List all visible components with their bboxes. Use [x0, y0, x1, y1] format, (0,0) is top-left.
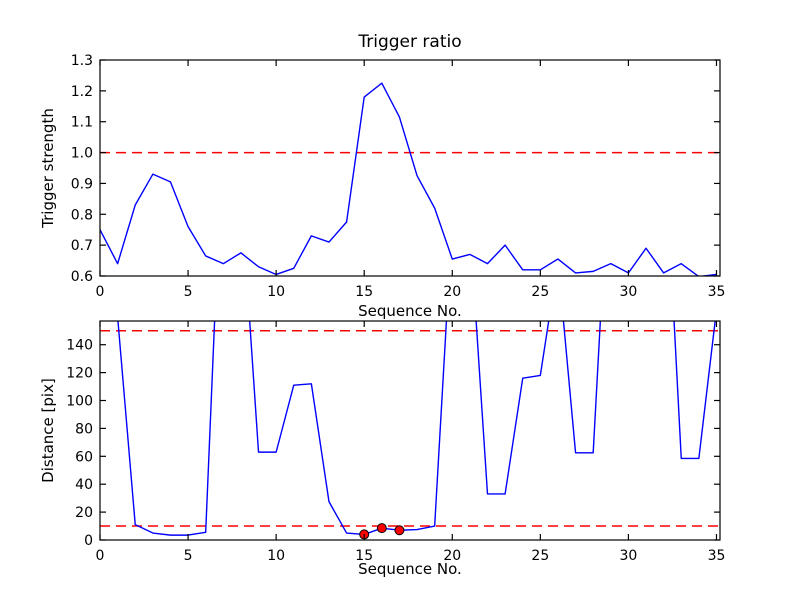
x-tick-label: 5 [184, 284, 193, 300]
chart-title: Trigger ratio [357, 32, 461, 52]
x-axis-label: Sequence No. [358, 302, 462, 320]
bottom-chart-group: 0 5 10 15 20 25 30 35 0 20 40 60 80 100 120 140 Sequence… [39, 320, 726, 578]
y-tick-label: 100 [66, 394, 93, 410]
y-tick-label: 20 [75, 505, 93, 521]
y-tick-label: 0 [84, 533, 93, 549]
x-tick-label: 10 [267, 548, 285, 564]
x-tick-label: 35 [708, 548, 726, 564]
y-axis-label: Distance [pix] [39, 378, 57, 483]
x-tick-label: 5 [184, 548, 193, 564]
x-tick-label: 0 [96, 548, 105, 564]
x-tick-label: 20 [443, 548, 461, 564]
series-line-distance [117, 321, 716, 536]
y-tick-label: 0.6 [71, 269, 93, 285]
y-tick-label: 1.0 [71, 146, 93, 162]
y-tick-label: 0.7 [71, 238, 93, 254]
axes-spine [99, 59, 721, 277]
y-tick-label: 60 [75, 449, 93, 465]
y-tick-label: 1.1 [71, 115, 93, 131]
x-tick-label: 25 [531, 548, 549, 564]
x-tick-label: 15 [355, 548, 373, 564]
x-tick-label: 0 [96, 284, 105, 300]
top-chart-group: 0 5 10 15 20 25 30 35 0.6 0.7 0.8 0.9 1.0 1.1 1.2 1.3 Tr… [39, 32, 725, 320]
x-tick-label: 25 [531, 284, 549, 300]
y-tick-label: 120 [66, 366, 93, 382]
y-tick-label: 140 [66, 338, 93, 354]
y-tick-label: 1.2 [71, 84, 93, 100]
y-tick-label: 40 [75, 477, 93, 493]
x-tick-label: 35 [708, 284, 726, 300]
x-tick-label: 30 [619, 548, 637, 564]
x-axis-label: Sequence No. [358, 560, 462, 578]
marker-dot [376, 523, 387, 534]
x-tick-label: 15 [355, 284, 373, 300]
series-line-trigger_strength [100, 82, 718, 276]
x-tick-label: 30 [619, 284, 637, 300]
marker-dot [394, 525, 405, 536]
y-tick-label: 80 [75, 421, 93, 437]
y-tick-label: 0.9 [71, 176, 93, 192]
y-axis-label: Trigger strength [39, 108, 57, 229]
x-tick-label: 10 [267, 284, 285, 300]
axes-spine [99, 320, 721, 541]
y-tick-label: 0.8 [71, 207, 93, 223]
y-tick-label: 1.3 [71, 53, 93, 69]
x-tick-label: 20 [443, 284, 461, 300]
